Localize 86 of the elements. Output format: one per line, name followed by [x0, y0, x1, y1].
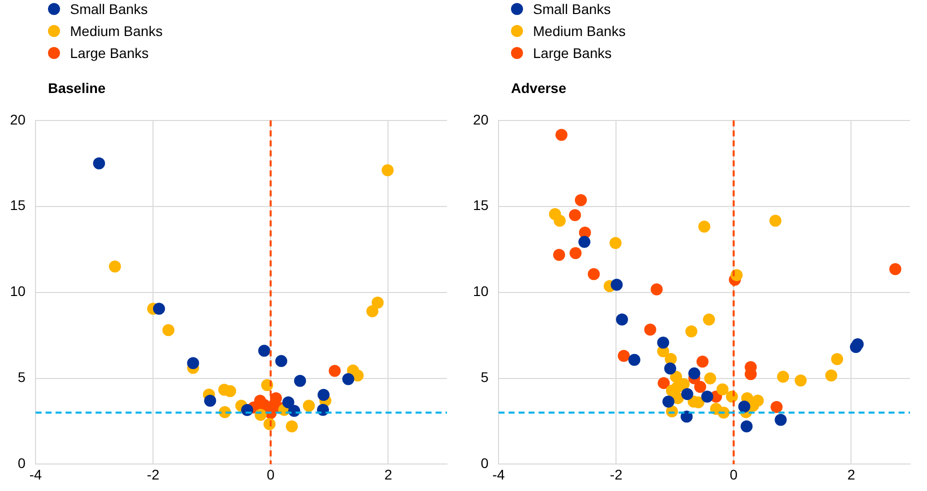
point [680, 410, 693, 423]
point [555, 128, 568, 141]
x-tick-label: 2 [384, 466, 392, 482]
point [770, 400, 783, 413]
point [153, 302, 165, 315]
point [302, 400, 315, 412]
point [294, 374, 306, 387]
point [685, 325, 698, 338]
chart-title: Adverse [511, 80, 568, 98]
point [318, 388, 330, 401]
point [794, 374, 807, 386]
x-tick-label: -4 [29, 466, 42, 482]
y-tick-label: 20 [472, 111, 489, 128]
point [650, 283, 663, 296]
point [825, 370, 838, 382]
point [702, 313, 715, 326]
legend-label: Large Banks [533, 44, 612, 62]
point [628, 354, 640, 366]
legend-label: Medium Banks [533, 22, 626, 40]
point [568, 209, 581, 222]
point [716, 383, 729, 396]
point [366, 305, 378, 318]
point [618, 350, 630, 362]
x-tick-label: -2 [610, 466, 623, 482]
point [553, 248, 566, 261]
y-tick-label: 5 [18, 369, 26, 386]
x-tick-label: 0 [266, 466, 275, 482]
point [578, 236, 590, 248]
point [698, 220, 710, 233]
legend-label: Small Banks [533, 0, 611, 18]
point [696, 356, 709, 368]
point [889, 263, 902, 276]
point [328, 364, 341, 377]
point [774, 414, 787, 426]
point [658, 377, 670, 390]
point [681, 388, 694, 400]
x-tick-label: 0 [730, 466, 738, 482]
point [204, 394, 216, 407]
point [777, 370, 790, 383]
point [678, 378, 690, 390]
point [610, 236, 622, 249]
point [704, 372, 716, 384]
legend-label: Large Banks [70, 44, 149, 62]
point [610, 278, 623, 291]
y-tick-label: 10 [10, 283, 26, 300]
point [740, 420, 753, 432]
y-tick-label: 15 [10, 197, 26, 214]
point [258, 344, 270, 357]
point [701, 390, 714, 403]
x-tick-label: -2 [146, 466, 160, 482]
legend-label: Small Banks [70, 0, 148, 18]
y-tick-label: 20 [10, 111, 26, 128]
point [570, 247, 582, 260]
y-tick-label: 10 [472, 283, 489, 300]
point [162, 324, 174, 336]
point [574, 194, 587, 206]
point [187, 357, 200, 370]
point [286, 420, 298, 432]
point [644, 324, 656, 336]
point [108, 260, 121, 273]
point [738, 400, 750, 413]
point [588, 268, 600, 280]
y-tick-label: 15 [472, 197, 489, 214]
point [662, 396, 674, 408]
y-tick-label: 0 [480, 455, 489, 472]
point [688, 367, 700, 380]
point [554, 214, 566, 227]
point [382, 164, 394, 176]
x-tick-label: -4 [492, 466, 506, 482]
point [769, 214, 782, 227]
point [275, 355, 288, 368]
chart-title: Baseline [48, 80, 107, 98]
legend-label: Medium Banks [70, 22, 163, 40]
y-tick-label: 5 [480, 369, 489, 386]
point [372, 296, 384, 309]
point [342, 373, 354, 386]
point [852, 338, 864, 350]
x-tick-label: 2 [847, 466, 856, 482]
point [694, 380, 706, 393]
point [93, 157, 106, 170]
point [657, 336, 670, 349]
y-tick-label: 0 [18, 455, 26, 472]
point [282, 396, 294, 408]
point [831, 353, 844, 366]
point [616, 313, 628, 326]
point [664, 362, 676, 374]
